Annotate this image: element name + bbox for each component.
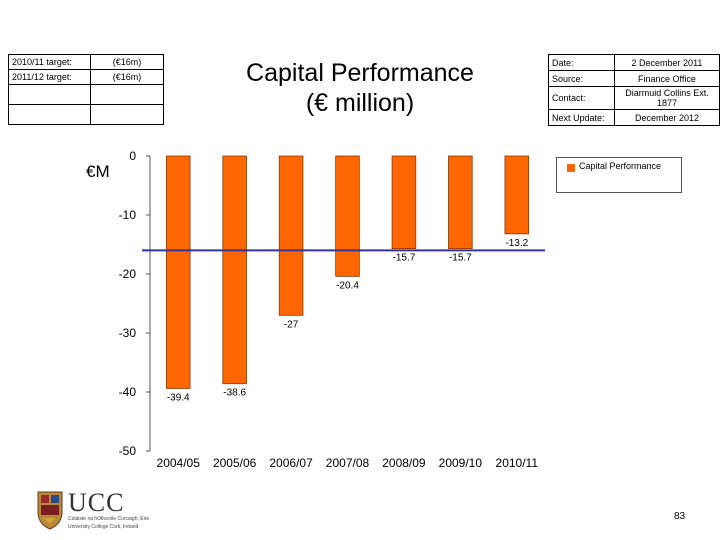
meta-row: Date: 2 December 2011 xyxy=(548,54,720,71)
target-row-empty xyxy=(8,84,164,105)
x-tick-label: 2008/09 xyxy=(382,456,426,470)
data-label: -39.4 xyxy=(167,392,190,403)
y-tick-label: -50 xyxy=(119,444,137,458)
bar xyxy=(165,155,191,389)
empty-cell xyxy=(90,104,164,125)
bar xyxy=(448,155,473,250)
data-label: -13.2 xyxy=(505,238,528,249)
y-tick-label: -40 xyxy=(119,385,137,399)
logo-text: UCC xyxy=(68,488,125,517)
title-line-2: (€ million) xyxy=(305,89,415,117)
contact-value: Diarmuid Collins Ext. 1877 xyxy=(613,86,720,110)
legend-label: Capital Performance xyxy=(579,161,662,171)
bar xyxy=(391,155,417,250)
x-tick-label: 2006/07 xyxy=(269,456,313,470)
data-label: -15.7 xyxy=(393,253,416,264)
title-line-1: Capital Performance xyxy=(246,59,474,87)
next-update-value: December 2012 xyxy=(613,109,720,126)
x-tick-label: 2004/05 xyxy=(157,456,201,470)
chart-legend: Capital Performance xyxy=(556,157,682,193)
y-axis-unit-label: €M xyxy=(86,162,110,181)
bar xyxy=(222,155,247,385)
targets-table: 2010/11 target: (€16m) 2011/12 target: (… xyxy=(8,54,164,125)
y-tick-label: -20 xyxy=(119,267,137,281)
y-tick-label: -10 xyxy=(119,208,137,222)
x-tick-label: 2005/06 xyxy=(213,456,257,470)
logo-english-text: University College Cork, Ireland xyxy=(68,524,139,530)
meta-row: Next Update: December 2012 xyxy=(548,109,720,126)
legend-swatch xyxy=(567,164,575,172)
data-label: -15.7 xyxy=(449,253,472,264)
target-row: 2010/11 target: (€16m) xyxy=(8,54,164,70)
y-tick-label: 0 xyxy=(129,149,136,163)
meta-row: Contact: Diarmuid Collins Ext. 1877 xyxy=(548,86,720,110)
target-row: 2011/12 target: (€16m) xyxy=(8,69,164,85)
data-label: -20.4 xyxy=(336,280,359,291)
bar xyxy=(335,155,360,277)
contact-label: Contact: xyxy=(548,86,615,110)
x-tick-label: 2009/10 xyxy=(439,456,483,470)
target-row-empty xyxy=(8,104,164,125)
crest-icon xyxy=(37,491,63,530)
y-tick-label: -30 xyxy=(119,326,137,340)
logo-irish-text: Coláiste na hOllscoile Corcaigh, Éire xyxy=(68,516,150,522)
meta-table: Date: 2 December 2011 Source: Finance Of… xyxy=(548,54,720,126)
x-tick-label: 2010/11 xyxy=(496,456,539,470)
page-title: Capital Performance (€ million) xyxy=(210,58,510,118)
bar xyxy=(504,155,530,235)
page-number: 83 xyxy=(674,511,686,522)
bar xyxy=(278,155,304,316)
x-tick-label: 2007/08 xyxy=(326,456,370,470)
data-label: -27 xyxy=(284,319,299,330)
ucc-logo: UCC Coláiste na hOllscoile Corcaigh, Éir… xyxy=(36,488,150,532)
data-label: -38.6 xyxy=(223,388,246,399)
